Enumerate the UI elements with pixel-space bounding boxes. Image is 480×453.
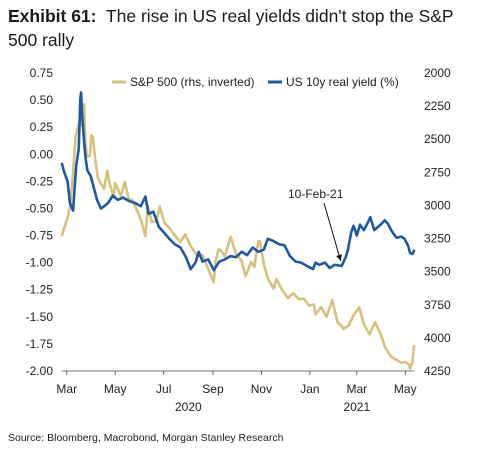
- legend-label: S&P 500 (rhs, inverted): [130, 75, 255, 89]
- right-axis-tick-label: 4000: [424, 331, 451, 345]
- legend-label: US 10y real yield (%): [286, 75, 399, 89]
- right-axis-tick-label: 4250: [424, 364, 451, 378]
- x-axis-month-label: Mar: [346, 382, 367, 396]
- right-axis-tick-label: 2750: [424, 165, 451, 179]
- annotation-layer: 10-Feb-21: [288, 187, 344, 262]
- x-axis-year-label: 2020: [175, 400, 202, 414]
- left-axis-tick-label: 0.25: [30, 120, 54, 134]
- legend: S&P 500 (rhs, inverted) US 10y real yield…: [112, 75, 399, 89]
- x-axis-month-label: Jul: [156, 382, 171, 396]
- right-axis-tick-label: 3000: [424, 198, 451, 212]
- chart-title-text: The rise in US real yields didn't stop t…: [8, 6, 454, 50]
- series-layer: [60, 91, 416, 370]
- x-axis-month-label: Jan: [300, 382, 319, 396]
- source-note: Source: Bloomberg, Macrobond, Morgan Sta…: [8, 432, 284, 444]
- right-axis-tick-label: 2250: [424, 99, 451, 113]
- series-line-sp500: [60, 103, 416, 370]
- left-axis-tick-label: 0.75: [30, 66, 54, 80]
- series-line-real-yield: [60, 91, 416, 272]
- x-axis: Mar May Jul Sep Nov Jan Mar May 2020 2021: [56, 370, 417, 414]
- right-axis-tick-label: 3250: [424, 232, 451, 246]
- x-axis-month-label: Nov: [251, 382, 272, 396]
- left-axis-tick-label: -1.75: [26, 337, 54, 351]
- left-axis-tick-label: -0.75: [26, 229, 54, 243]
- right-axis-tick-label: 2000: [424, 66, 451, 80]
- right-axis-tick-label: 2500: [424, 132, 451, 146]
- x-axis-month-label: May: [394, 382, 417, 396]
- left-axis-tick-label: -0.25: [26, 174, 54, 188]
- left-axis-tick-label: 0.00: [30, 147, 54, 161]
- right-axis-tick-label: 3500: [424, 265, 451, 279]
- left-axis-tick-label: -1.00: [26, 256, 54, 270]
- chart-title: Exhibit 61: The rise in US real yields d…: [8, 4, 474, 52]
- left-axis-tick-label: -1.50: [26, 310, 54, 324]
- left-axis: 0.75 0.50 0.25 0.00 -0.25 -0.50 -0.75 -1.00 -1.2…: [26, 66, 54, 378]
- x-axis-month-label: May: [104, 382, 127, 396]
- annotation-arrow-line: [323, 202, 342, 262]
- right-axis: 2000 2250 2500 2750 3000 3250 3500 3750 4000 4250: [424, 66, 451, 378]
- annotation-label: 10-Feb-21: [288, 187, 344, 201]
- x-axis-year-label: 2021: [343, 400, 370, 414]
- left-axis-tick-label: -2.00: [26, 364, 54, 378]
- left-axis-tick-label: -0.50: [26, 201, 54, 215]
- exhibit-number: Exhibit 61:: [8, 6, 97, 26]
- annotation-arrow-head: [336, 254, 342, 261]
- x-axis-month-label: Mar: [56, 382, 77, 396]
- left-axis-tick-label: -1.25: [26, 283, 54, 297]
- x-axis-month-label: Sep: [202, 382, 224, 396]
- left-axis-tick-label: 0.50: [30, 93, 54, 107]
- right-axis-tick-label: 3750: [424, 298, 451, 312]
